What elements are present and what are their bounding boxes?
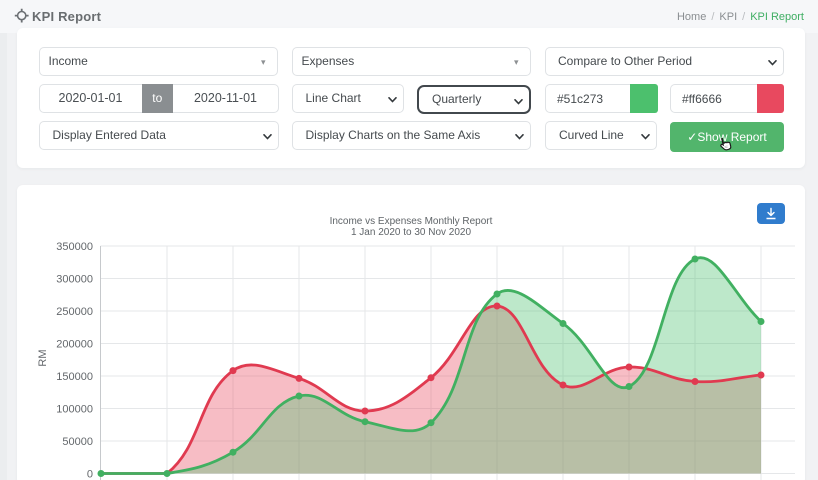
svg-text:350000: 350000 [56,241,93,253]
svg-text:RM: RM [37,349,49,366]
svg-text:150000: 150000 [56,371,93,383]
svg-text:200000: 200000 [56,339,93,351]
svg-text:250000: 250000 [56,306,93,318]
svg-text:50000: 50000 [62,436,93,448]
svg-text:100000: 100000 [56,404,93,416]
svg-text:300000: 300000 [56,274,93,286]
svg-text:0: 0 [87,469,93,480]
